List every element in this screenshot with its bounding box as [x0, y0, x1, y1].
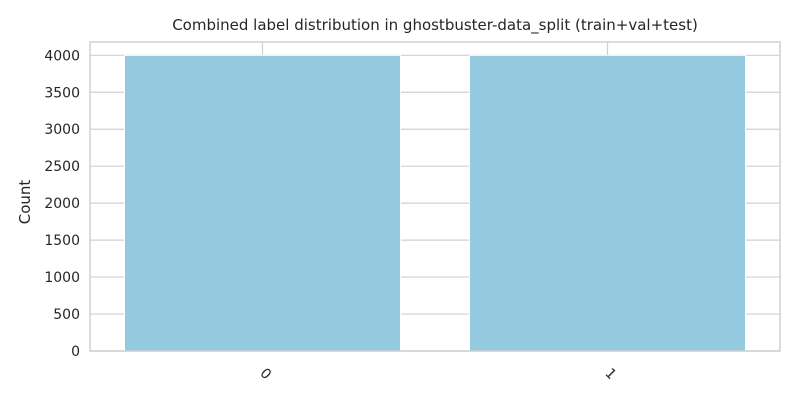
- y-axis-label: Count: [16, 180, 34, 225]
- bar-1: [469, 54, 746, 352]
- y-tick-label: 3500: [44, 85, 80, 101]
- y-tick-label: 500: [53, 307, 80, 323]
- bars: [124, 54, 746, 352]
- y-tick-label: 0: [71, 344, 80, 360]
- y-tick-label: 2500: [44, 159, 80, 175]
- y-tick-label: 1500: [44, 233, 80, 249]
- chart-title: Combined label distribution in ghostbust…: [172, 16, 698, 35]
- y-tick-label: 2000: [44, 196, 80, 212]
- x-tick-label: 0: [257, 365, 275, 383]
- y-tick-label: 4000: [44, 48, 80, 64]
- y-tick-label: 1000: [44, 270, 80, 286]
- axes-frame: [89, 41, 781, 352]
- plot-frame: [89, 41, 781, 352]
- y-tick-label: 3000: [44, 122, 80, 138]
- x-tick-label: 1: [602, 365, 620, 383]
- y-tick-labels: 0 500 1000 1500 2000 2500 3000 3500 4000: [44, 48, 80, 360]
- bar-0: [124, 54, 401, 352]
